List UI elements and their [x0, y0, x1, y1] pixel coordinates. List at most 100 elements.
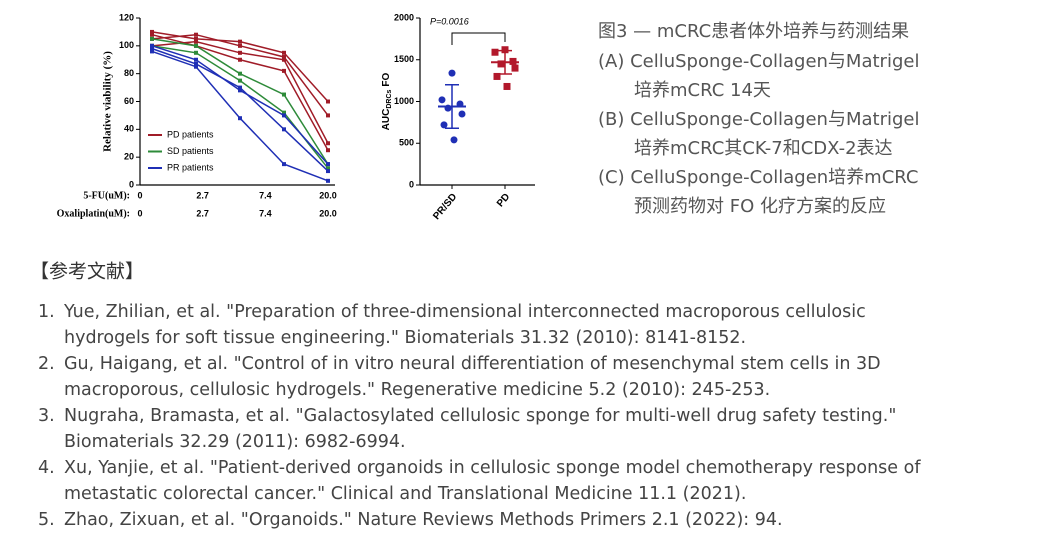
data-point [194, 32, 198, 37]
reference-text: Xu, Yanjie, et al. "Patient-derived orga… [64, 458, 921, 478]
reference-text: Biomaterials 32.29 (2011): 6982-6994. [64, 432, 406, 452]
data-point [458, 110, 466, 118]
data-point [282, 92, 286, 97]
y-tick-label: 40 [124, 124, 134, 134]
legend-label: PD patients [167, 129, 214, 139]
data-point [282, 113, 286, 118]
data-point [150, 29, 154, 34]
y-tick-label: 80 [124, 68, 134, 78]
data-point [282, 127, 286, 132]
y-label-tail: FO [381, 72, 392, 86]
x-tick-label: 7.4 [259, 190, 272, 200]
data-point [501, 46, 509, 54]
data-point [493, 72, 501, 80]
data-point [497, 60, 505, 68]
data-point [326, 166, 330, 171]
data-point [194, 61, 198, 66]
caption-line: 培养mCRC其CK-7和CDX-2表达 [634, 138, 893, 159]
data-point [326, 169, 330, 174]
error-bar [445, 84, 459, 129]
data-point [282, 50, 286, 55]
reference-number: 2. [38, 354, 55, 374]
data-point [438, 96, 446, 104]
data-point [491, 48, 499, 56]
x-tick-label: 20.0 [319, 190, 337, 200]
data-point [194, 43, 198, 48]
data-point [238, 43, 242, 48]
data-point [440, 121, 448, 129]
y-tick-label: 120 [119, 12, 134, 22]
data-point [282, 110, 286, 115]
reference-text: Zhao, Zixuan, et al. "Organoids." Nature… [64, 510, 783, 530]
x-tick-label: 2.7 [196, 208, 209, 218]
error-bar [498, 49, 512, 75]
reference-number: 1. [38, 302, 55, 322]
data-point [326, 148, 330, 153]
caption-line: 培养mCRC 14天 [634, 80, 771, 101]
x-tick-label: 2.7 [196, 190, 209, 200]
caption-line: (C) CelluSponge-Collagen培养mCRC [598, 167, 918, 188]
y-tick-label: 20 [124, 152, 134, 162]
data-point [194, 57, 198, 62]
data-point [326, 162, 330, 167]
data-point [150, 49, 154, 54]
caption-line: (A) CelluSponge-Collagen与Matrigel [598, 51, 919, 72]
data-point [282, 57, 286, 62]
reference-text: Gu, Haigang, et al. "Control of in vitro… [64, 354, 881, 374]
data-point [194, 36, 198, 41]
y-tick-label: 0 [409, 179, 414, 189]
data-point [150, 32, 154, 37]
y-tick-label: 1500 [394, 54, 414, 64]
y-tick-label: 100 [119, 40, 134, 50]
data-point [282, 54, 286, 59]
data-point [238, 50, 242, 55]
x-tick-label: 0 [137, 190, 142, 200]
x-tick-label: 0 [137, 208, 142, 218]
legend-label: PR patients [167, 162, 214, 172]
significance-bracket [451, 32, 506, 45]
data-point [194, 39, 198, 44]
reference-text: hydrogels for soft tissue engineering." … [64, 328, 746, 348]
caption-line: 预测药物对 FO 化疗方案的反应 [634, 196, 886, 217]
p-value: P=0.0016 [430, 16, 469, 26]
caption-line: (B) CelluSponge-Collagen与Matrigel [598, 109, 919, 130]
data-point [238, 85, 242, 90]
y-tick-label: 60 [124, 96, 134, 106]
data-point [150, 46, 154, 51]
data-point [326, 178, 330, 183]
data-point [326, 113, 330, 118]
data-point [282, 68, 286, 73]
reference-text: metastatic colorectal cancer." Clinical … [64, 484, 746, 504]
reference-number: 3. [38, 406, 55, 426]
references-heading: 【参考文献】 [30, 261, 144, 283]
data-point [194, 64, 198, 69]
data-point [326, 141, 330, 146]
data-point [150, 36, 154, 41]
x-row-name: 5-FU(uM): [83, 190, 130, 201]
y-tick-label: 1000 [394, 96, 414, 106]
reference-number: 4. [38, 458, 55, 478]
data-point [238, 39, 242, 44]
data-point [511, 64, 519, 72]
data-point [448, 69, 456, 77]
x-tick-label: PD [495, 192, 512, 210]
legend-label: SD patients [167, 146, 214, 156]
x-tick-label: 7.4 [259, 208, 272, 218]
y-tick-label: 2000 [394, 12, 414, 22]
x-tick-label: PR/SD [431, 192, 459, 222]
caption-line: 图3 — mCRC患者体外培养与药测结果 [598, 21, 909, 42]
data-point [238, 78, 242, 83]
data-point [326, 99, 330, 104]
x-row-name: Oxaliplatin(uM): [57, 208, 130, 219]
reference-text: Yue, Zhilian, et al. "Preparation of thr… [63, 302, 866, 322]
data-point [282, 162, 286, 167]
data-point [503, 82, 511, 90]
reference-number: 5. [38, 510, 55, 530]
data-point [238, 57, 242, 62]
y-axis-label: AUCDRCs FO [381, 72, 393, 130]
data-point [238, 71, 242, 76]
x-tick-label: 20.0 [319, 208, 337, 218]
data-point [238, 88, 242, 93]
y-label-main: AUC [381, 109, 392, 131]
